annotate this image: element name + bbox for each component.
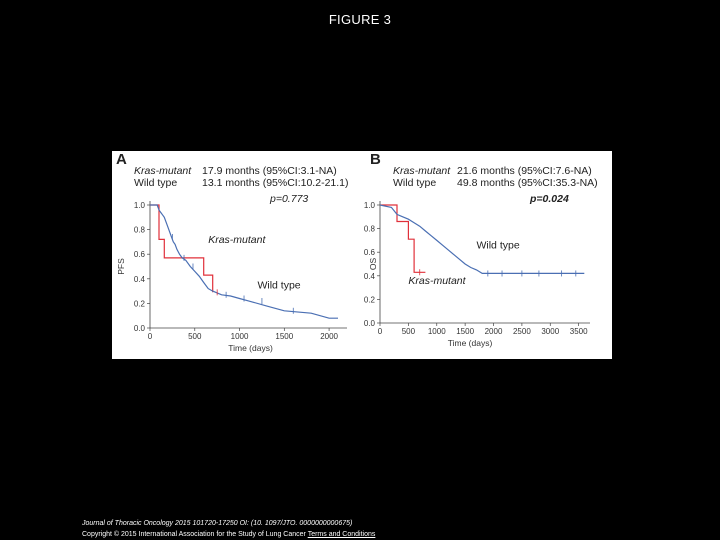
copyright-text: Copyright © 2015 International Associati… bbox=[82, 531, 306, 538]
legend-label: Kras-mutant bbox=[393, 165, 451, 177]
curve-annotation: Kras-mutant bbox=[208, 234, 266, 246]
legend-stats: 13.1 months (95%CI:10.2-21.1) bbox=[202, 177, 349, 189]
series-line-wild-type bbox=[379, 204, 585, 275]
y-tick-label: 1.0 bbox=[364, 201, 376, 210]
legend-stats: 17.9 months (95%CI:3.1-NA) bbox=[202, 165, 337, 177]
series-line-kras-mutant bbox=[150, 204, 214, 293]
x-tick-label: 0 bbox=[378, 327, 383, 336]
x-tick-label: 500 bbox=[402, 327, 416, 336]
x-tick-label: 1000 bbox=[428, 327, 446, 336]
x-tick-label: 1500 bbox=[456, 327, 474, 336]
series-line-kras-mutant bbox=[380, 204, 426, 273]
y-tick-label: 0.4 bbox=[364, 272, 376, 281]
legend-label: Wild type bbox=[393, 177, 436, 189]
survival-curves-figure: A Kras-mutant 17.9 months (95%CI:3.1-NA) Wi… bbox=[116, 151, 598, 353]
y-tick-label: 0.6 bbox=[364, 248, 376, 257]
x-tick-label: 0 bbox=[148, 332, 153, 341]
y-tick-label: 1.0 bbox=[134, 201, 146, 210]
y-tick-label: 0.2 bbox=[134, 299, 146, 308]
x-tick-label: 2000 bbox=[320, 332, 338, 341]
panel-letter: B bbox=[370, 151, 381, 168]
legend-stats: 21.6 months (95%CI:7.6-NA) bbox=[457, 165, 592, 177]
terms-link[interactable]: Terms and Conditions bbox=[307, 531, 376, 538]
panel-a-chart: A Kras-mutant 17.9 months (95%CI:3.1-NA) Wi… bbox=[116, 151, 349, 353]
y-tick-label: 0.2 bbox=[364, 295, 376, 304]
curve-annotation: Wild type bbox=[257, 280, 300, 292]
panel-b-chart: B Kras-mutant 21.6 months (95%CI:7.6-NA) Wi… bbox=[364, 151, 598, 348]
x-tick-label: 2500 bbox=[513, 327, 531, 336]
y-tick-label: 0.8 bbox=[364, 225, 376, 234]
x-tick-label: 1000 bbox=[231, 332, 249, 341]
legend-label: Wild type bbox=[134, 177, 177, 189]
x-tick-label: 1500 bbox=[275, 332, 293, 341]
panel-letter: A bbox=[116, 151, 127, 168]
x-tick-label: 500 bbox=[188, 332, 202, 341]
x-axis-title: Time (days) bbox=[448, 338, 493, 348]
journal-citation: Journal of Thoracic Oncology 2015 101720… bbox=[82, 520, 353, 527]
legend-stats: 49.8 months (95%CI:35.3-NA) bbox=[457, 177, 598, 189]
x-tick-label: 3000 bbox=[541, 327, 559, 336]
y-axis-title: PFS bbox=[116, 258, 126, 275]
y-tick-label: 0.0 bbox=[134, 324, 146, 333]
p-value: p=0.024 bbox=[529, 193, 569, 205]
legend-label: Kras-mutant bbox=[134, 165, 192, 177]
copyright-line: Copyright © 2015 International Associati… bbox=[82, 529, 375, 540]
y-tick-label: 0.0 bbox=[364, 319, 376, 328]
slide-title: FIGURE 3 bbox=[328, 12, 392, 27]
x-tick-label: 3500 bbox=[570, 327, 588, 336]
curve-annotation: Kras-mutant bbox=[408, 275, 466, 287]
figure-panel: A Kras-mutant 17.9 months (95%CI:3.1-NA) Wi… bbox=[112, 151, 612, 359]
y-axis-title: OS bbox=[368, 258, 378, 271]
y-tick-label: 0.8 bbox=[134, 226, 146, 235]
footer: Journal of Thoracic Oncology 2015 101720… bbox=[82, 518, 375, 540]
x-axis-title: Time (days) bbox=[228, 343, 273, 353]
y-tick-label: 0.4 bbox=[134, 275, 146, 284]
curve-annotation: Wild type bbox=[476, 240, 519, 252]
x-tick-label: 2000 bbox=[485, 327, 503, 336]
y-tick-label: 0.6 bbox=[134, 250, 146, 259]
p-value: p=0.773 bbox=[269, 193, 308, 205]
